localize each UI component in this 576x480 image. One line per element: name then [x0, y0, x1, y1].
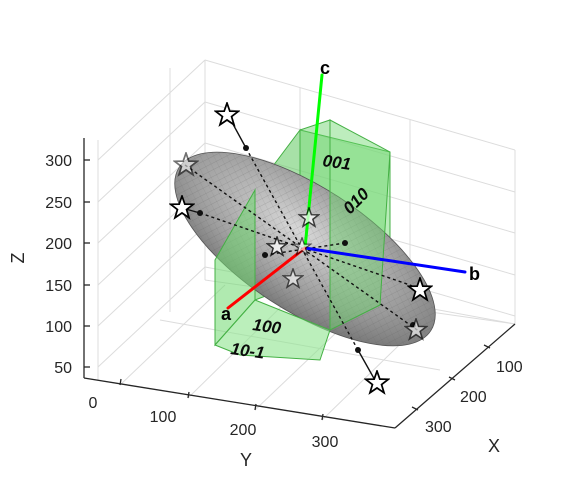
x-tick-label: 300 [425, 419, 452, 436]
z-tick-label: 200 [45, 236, 72, 253]
z-tick-label: 100 [45, 319, 72, 336]
face-label-100: 100 [251, 315, 282, 338]
y-axis-label: Y [240, 450, 252, 470]
z-axis-label: Z [8, 253, 28, 264]
face-label-10-1: 10-1 [229, 339, 265, 363]
z-tick-label: 150 [45, 278, 72, 295]
z-tick-label: 300 [45, 153, 72, 170]
z-tick-label: 50 [54, 360, 72, 377]
x-axis-label: X [488, 436, 500, 456]
x-tick-label: 100 [496, 359, 523, 376]
y-tick-label: 200 [230, 422, 257, 439]
y-tick-label: 300 [312, 434, 339, 451]
y-tick-label: 100 [150, 409, 177, 426]
axis-lines [83, 138, 516, 429]
y-tick-labels: 0 100 200 300 [89, 395, 339, 451]
x-tick-label: 200 [460, 389, 487, 406]
z-tick-label: 250 [45, 195, 72, 212]
crystal-front [214, 119, 391, 361]
face-label-001: 001 [321, 151, 352, 174]
vector-a [226, 246, 307, 310]
vector-label-a: a [221, 304, 232, 324]
vector-label-b: b [469, 264, 480, 284]
z-tick-labels: 300 250 200 150 100 50 [45, 153, 72, 377]
vector-b [303, 246, 467, 274]
vector-label-c: c [320, 58, 330, 78]
y-tick-label: 0 [89, 395, 98, 412]
x-tick-labels: 100 200 300 [425, 359, 523, 436]
